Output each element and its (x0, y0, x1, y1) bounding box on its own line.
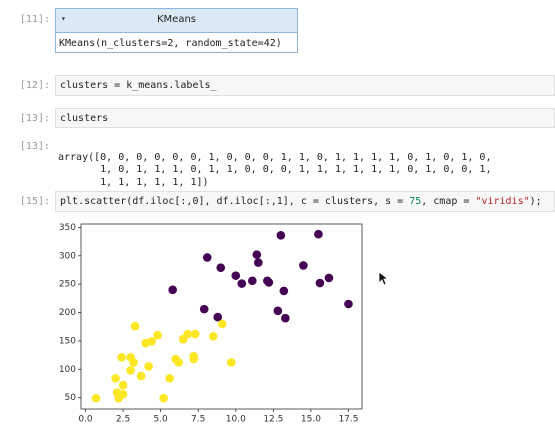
point (165, 374, 174, 383)
point (126, 366, 135, 375)
prompt: [12]: (19, 80, 50, 91)
y-tick-label: 150 (59, 336, 76, 346)
point (118, 389, 128, 399)
point (199, 304, 209, 314)
y-tick-label: 200 (59, 308, 76, 318)
point (217, 319, 227, 329)
widget-title: KMeans (156, 14, 196, 25)
prompt: [11]: (19, 14, 50, 25)
widget-body: KMeans(n_clusters=2, random_state=42) (59, 38, 282, 49)
point (202, 253, 212, 262)
x-tick-label: 12.5 (263, 415, 283, 425)
x-tick-label: 2.5 (116, 415, 130, 425)
point (281, 313, 290, 323)
mouse-cursor (378, 271, 390, 286)
point (226, 358, 236, 367)
chart: 50 100 150 200 250 300 350 0.0 2.5 5.0 7.5 10.0 12.5… (59, 223, 363, 425)
code: plt.scatter(df.iloc[:,0], df.iloc[:,1], … (60, 196, 410, 207)
string: "viridis" (475, 196, 530, 207)
x-tick-label: 7.5 (191, 415, 205, 425)
point (315, 278, 325, 288)
widget-header[interactable]: ▾ KMeans (56, 9, 297, 33)
point (168, 285, 177, 295)
output: array([0, 0, 0, 0, 0, 0, 1, 0, 0, 0, 1, … (58, 139, 491, 202)
code-cell[interactable]: plt.scatter(df.iloc[:,0], df.iloc[:,1], … (55, 191, 555, 212)
point (314, 229, 323, 239)
point (118, 380, 128, 390)
y-tick-label: 50 (65, 393, 77, 403)
point (147, 337, 156, 346)
point (144, 362, 153, 371)
point (248, 276, 257, 286)
point (117, 353, 126, 362)
number: 75 (409, 196, 422, 207)
point (190, 329, 200, 339)
point (213, 312, 223, 322)
code-cell[interactable]: clusters = k_means.labels_ (55, 75, 555, 96)
x-tick-label: 17.5 (338, 415, 358, 425)
x-tick-label: 0.0 (78, 415, 93, 425)
y-tick-label: 300 (59, 251, 76, 261)
x-tick-label: 10.0 (226, 415, 246, 425)
prompt: [13]: (19, 113, 50, 124)
y-tick-label: 100 (59, 365, 76, 375)
point (174, 358, 183, 367)
point (208, 332, 218, 341)
output-line: 1, 0, 1, 1, 1, 0, 1, 1, 0, 0, 0, 1, 1, 1… (58, 164, 492, 175)
point (273, 306, 283, 316)
point (254, 258, 263, 267)
code: , cmap = (421, 196, 476, 207)
point (91, 393, 101, 403)
point (189, 351, 199, 361)
point (130, 321, 140, 331)
estimator-widget[interactable]: ▾ KMeans KMeans(n_clusters=2, random_sta… (55, 8, 298, 53)
point (111, 374, 120, 383)
prompt: [13]: (19, 141, 50, 152)
point (324, 273, 334, 283)
prompt: [15]: (19, 196, 50, 207)
point (276, 231, 286, 240)
point (252, 250, 262, 259)
point (299, 261, 308, 270)
code: ); (529, 196, 542, 207)
point (183, 329, 192, 339)
point (344, 299, 353, 309)
x-tick-label: 5.0 (153, 415, 168, 425)
output-line: 1, 1, 1, 1, 1, 1]) (58, 176, 209, 188)
point (153, 330, 162, 340)
y-tick-label: 250 (59, 280, 76, 290)
toggle[interactable]: ▾ (61, 14, 66, 23)
point (237, 279, 247, 288)
output-line: array([0, 0, 0, 0, 0, 0, 1, 0, 0, 0, 1, … (58, 151, 492, 163)
point (264, 278, 274, 287)
code-cell[interactable]: clusters (55, 108, 555, 128)
x-tick-label: 15.0 (301, 415, 321, 425)
point (136, 371, 146, 381)
point (279, 286, 289, 296)
point (231, 271, 241, 280)
point (159, 393, 168, 403)
y-tick-label: 350 (59, 223, 76, 233)
point (216, 263, 226, 272)
point (129, 358, 138, 367)
